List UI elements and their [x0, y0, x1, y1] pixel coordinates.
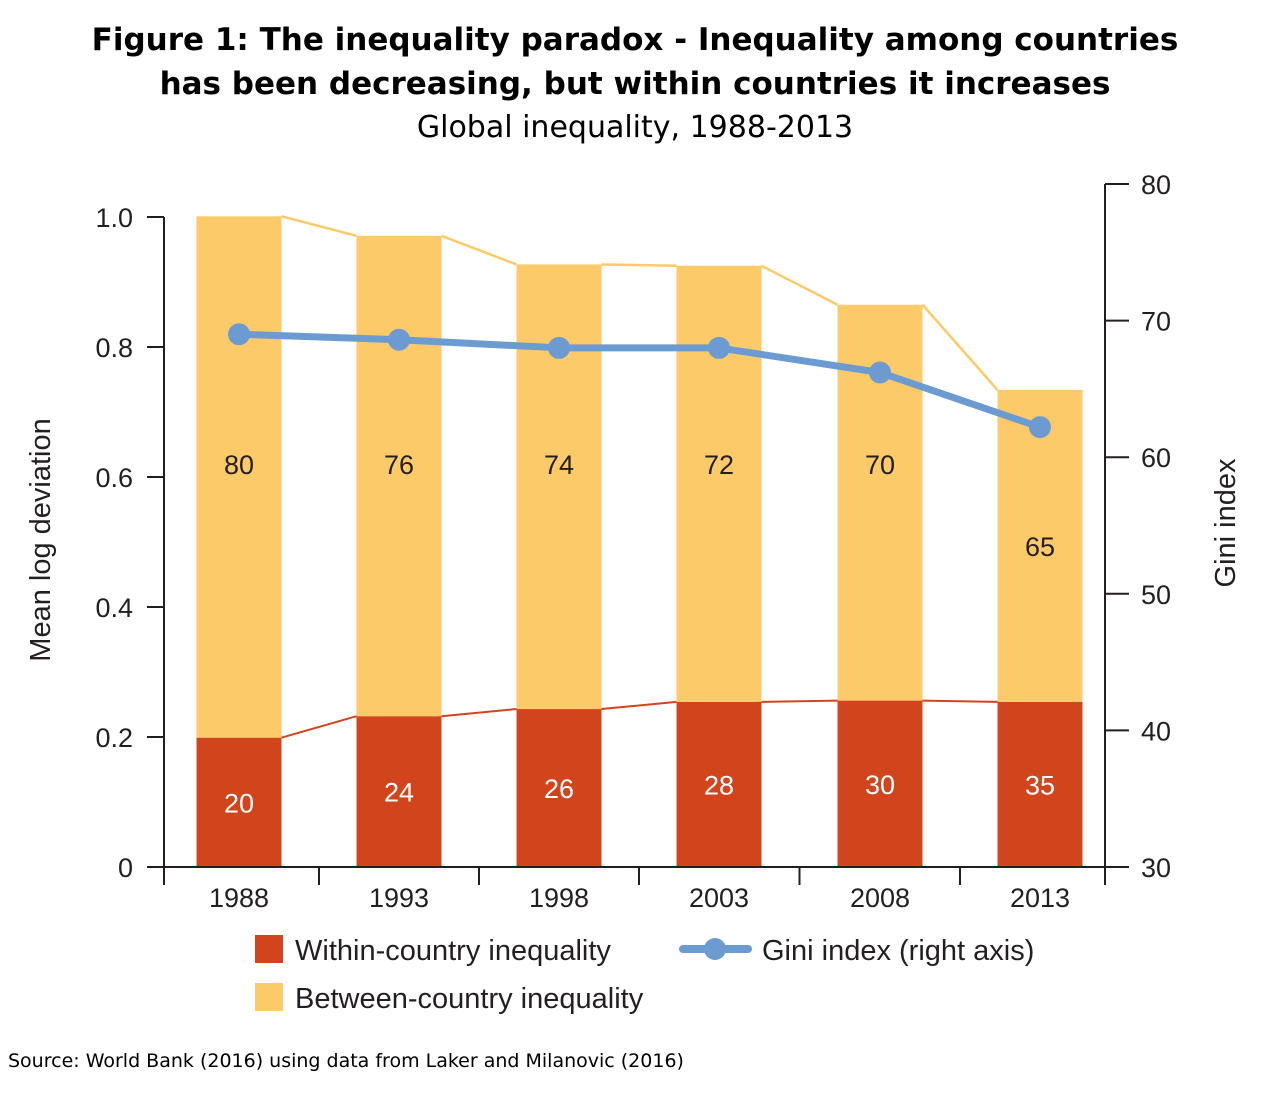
within-connector-1988 — [281, 715, 357, 739]
left-tick-label: 0.4 — [95, 593, 133, 623]
legend-gini-label: Gini index (right axis) — [762, 935, 1034, 967]
within-label-1988: 20 — [224, 788, 254, 818]
within-connector-1993 — [441, 708, 517, 718]
total-connector-1993 — [441, 234, 517, 266]
source-note: Source: World Bank (2016) using data fro… — [8, 1050, 684, 1072]
right-axis-title: Gini index — [1210, 458, 1242, 587]
within-bar-1993 — [356, 716, 442, 867]
total-connector-2003 — [760, 264, 839, 306]
within-bar-1998 — [516, 709, 602, 867]
legend-gini-marker-icon — [704, 938, 726, 960]
within-label-2003: 28 — [704, 770, 734, 800]
between-label-2013: 65 — [1025, 532, 1055, 562]
between-bar-1988 — [196, 216, 282, 738]
gini-line — [235, 330, 1044, 431]
x-tick-label: 2013 — [1010, 883, 1070, 913]
within-connector-2003 — [761, 699, 838, 703]
between-label-1993: 76 — [384, 450, 414, 480]
within-label-1998: 26 — [544, 774, 574, 804]
right-tick-label: 60 — [1141, 443, 1171, 473]
chart-title-line-2: has been decreasing, but within countrie… — [159, 66, 1111, 102]
gini-point-1998 — [548, 336, 570, 359]
stacked-bar-chart: 20 80 24 76 26 74 28 72 30 70 35 65 0 0.2 0.4 0.6 0.8 1.0… — [25, 170, 1242, 1015]
within-bar-2013 — [997, 701, 1083, 867]
x-tick-label: 1998 — [529, 883, 589, 913]
legend-between-swatch — [255, 983, 283, 1011]
gini-point-2003 — [708, 336, 730, 359]
right-tick-label: 40 — [1141, 716, 1171, 746]
within-connector-1998 — [601, 700, 677, 711]
within-label-2008: 30 — [865, 770, 895, 800]
total-connector-2008 — [921, 303, 999, 391]
left-tick-label: 0 — [118, 853, 133, 883]
between-bar-2003 — [676, 265, 762, 702]
left-tick-label: 1.0 — [95, 203, 133, 233]
total-connector-1988 — [281, 215, 357, 238]
gini-point-1988 — [228, 323, 250, 346]
right-tick-label: 80 — [1141, 170, 1171, 200]
left-axis-title: Mean log deviation — [25, 418, 57, 661]
within-label-1993: 24 — [384, 778, 414, 808]
within-bar-2003 — [676, 701, 762, 867]
within-bar-1988 — [196, 737, 282, 867]
legend-within-label: Within-country inequality — [295, 935, 611, 967]
right-tick-label: 70 — [1141, 307, 1171, 337]
left-tick-label: 0.2 — [95, 723, 133, 753]
legend-within-swatch — [255, 935, 283, 963]
chart-title: Figure 1: The inequality paradox - Inequ… — [0, 18, 1270, 106]
between-bar-1998 — [516, 264, 602, 710]
gini-point-2013 — [1029, 416, 1051, 439]
gini-point-2008 — [869, 361, 891, 384]
total-connector-1998 — [601, 263, 677, 267]
x-tick-label: 1988 — [209, 883, 269, 913]
within-bar-2008 — [837, 700, 923, 867]
gini-point-1993 — [388, 328, 410, 351]
between-bar-2013 — [997, 389, 1083, 702]
between-label-2008: 70 — [865, 450, 895, 480]
between-bar-1993 — [356, 235, 442, 717]
x-tick-label: 1993 — [369, 883, 429, 913]
x-tick-label: 2003 — [689, 883, 749, 913]
between-label-1988: 80 — [224, 450, 254, 480]
right-tick-label: 50 — [1141, 580, 1171, 610]
between-label-1998: 74 — [544, 450, 574, 480]
chart-subtitle: Global inequality, 1988-2013 — [416, 110, 854, 145]
within-connector-2008 — [922, 699, 998, 703]
right-tick-label: 30 — [1141, 853, 1171, 883]
between-label-2003: 72 — [704, 450, 734, 480]
left-tick-label: 0.6 — [95, 463, 133, 493]
chart-title-line-1: Figure 1: The inequality paradox - Inequ… — [91, 22, 1179, 58]
x-tick-label: 2008 — [850, 883, 910, 913]
within-label-2013: 35 — [1025, 770, 1055, 800]
legend-between-label: Between-country inequality — [295, 983, 644, 1015]
left-tick-label: 0.8 — [95, 333, 133, 363]
